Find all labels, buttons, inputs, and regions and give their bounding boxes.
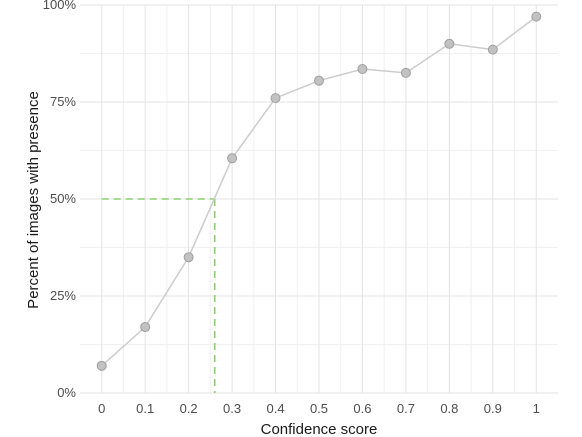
data-point (444, 38, 455, 49)
data-point (487, 44, 498, 55)
x-tick-label: 0.4 (267, 401, 285, 416)
y-tick-label: 75% (50, 94, 76, 109)
grid-lines (80, 4, 558, 394)
x-tick-label: 0.1 (136, 401, 154, 416)
data-point (357, 64, 368, 75)
x-tick-label: 0.7 (397, 401, 415, 416)
y-tick-label: 0% (57, 385, 76, 400)
x-tick-label: 1 (533, 401, 540, 416)
x-tick-label: 0.9 (484, 401, 502, 416)
reference-lines (101, 198, 216, 393)
x-tick-label: 0.5 (310, 401, 328, 416)
data-point (140, 322, 151, 333)
data-point (270, 93, 281, 104)
y-tick-label: 25% (50, 288, 76, 303)
data-series (96, 11, 542, 371)
x-axis-ticks: 0 0.1 0.2 0.3 0.4 0.5 0.6 0.7 0.8 0.9 1 (98, 401, 540, 416)
data-point (96, 360, 107, 371)
data-point (183, 252, 194, 263)
y-axis-title: Percent of images with presence (25, 91, 42, 309)
x-tick-label: 0.3 (223, 401, 241, 416)
y-axis-ticks: 0% 25% 50% 75% 100% (43, 0, 77, 400)
x-axis-title: Confidence score (261, 421, 378, 437)
x-tick-label: 0.8 (440, 401, 458, 416)
y-tick-label: 50% (50, 191, 76, 206)
data-point (531, 11, 542, 22)
x-tick-label: 0.2 (180, 401, 198, 416)
data-point (314, 75, 324, 86)
data-point (400, 67, 411, 78)
x-tick-label: 0 (98, 401, 105, 416)
x-tick-label: 0.6 (353, 401, 371, 416)
data-point (227, 153, 238, 164)
y-tick-label: 100% (43, 0, 77, 12)
